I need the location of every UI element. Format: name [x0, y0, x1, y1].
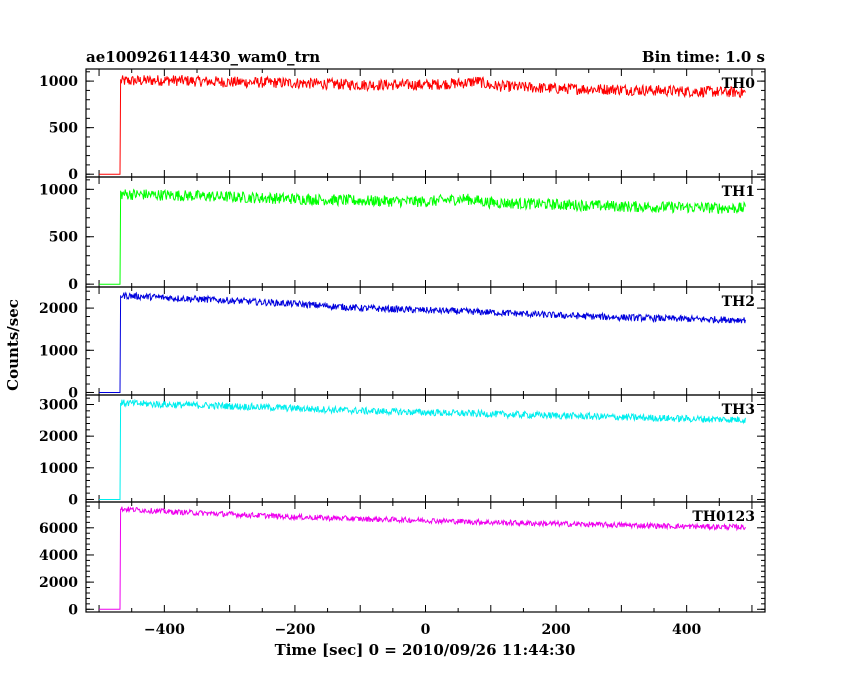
panel-th1: 0 500 1000 TH1	[39, 176, 766, 293]
bin-time-label: Bin time: 1.0 s	[642, 48, 765, 66]
panel-frame	[85, 176, 766, 288]
series-label: TH3	[722, 402, 755, 418]
panel-th2: 0 1000 2000 TH2	[39, 286, 766, 401]
y-tick-label: 500	[49, 121, 78, 137]
series-label: TH0123	[692, 509, 755, 525]
series-line-th0123	[99, 506, 746, 610]
series-label: TH2	[722, 294, 755, 310]
series-label: TH1	[722, 184, 755, 200]
y-tick-label: 500	[49, 230, 78, 246]
series-line-th2	[99, 291, 746, 393]
y-tick-label: 0	[68, 277, 78, 293]
y-tick-label: 3000	[39, 397, 78, 413]
y-tick-label: 4000	[39, 548, 78, 564]
y-tick-label: 0	[68, 385, 78, 401]
x-tick-label: 200	[541, 622, 570, 638]
y-tick-label: 1000	[39, 343, 78, 359]
y-tick-label: 1000	[39, 74, 78, 90]
panel-frame	[85, 501, 766, 613]
series-line-th3	[99, 398, 746, 500]
y-tick-label: 2000	[39, 429, 78, 445]
y-tick-label: 0	[68, 492, 78, 508]
panel-th3: 0 1000 2000 3000 TH3	[39, 394, 766, 508]
x-tick-label: −400	[144, 622, 185, 638]
series-label: TH0	[722, 76, 756, 92]
y-tick-label: 0	[68, 167, 78, 183]
series-line-th0	[99, 74, 746, 175]
x-axis: −400 −200 0 200 400	[144, 622, 702, 638]
y-tick-label: 1000	[39, 182, 78, 198]
panel-th0: 0 500 1000 TH0	[39, 68, 766, 183]
y-tick-label: 2000	[39, 301, 78, 317]
panel-frame	[85, 286, 766, 396]
panel-frame	[85, 394, 766, 503]
panel-frame	[85, 68, 766, 178]
x-tick-label: 0	[421, 622, 431, 638]
x-tick-label: −200	[274, 622, 315, 638]
x-axis-title: Time [sec] 0 = 2010/09/26 11:44:30	[275, 641, 576, 659]
x-tick-label: 400	[672, 622, 701, 638]
panel-th0123: 0 2000 4000 6000 TH0123	[39, 501, 766, 618]
y-tick-label: 0	[68, 602, 78, 618]
chart-title: ae100926114430_wam0_trn	[86, 48, 320, 66]
y-tick-label: 1000	[39, 461, 78, 477]
y-tick-label: 2000	[39, 575, 78, 591]
y-axis-title: Counts/sec	[4, 299, 22, 391]
series-line-th1	[99, 188, 746, 285]
y-tick-label: 6000	[39, 521, 78, 537]
